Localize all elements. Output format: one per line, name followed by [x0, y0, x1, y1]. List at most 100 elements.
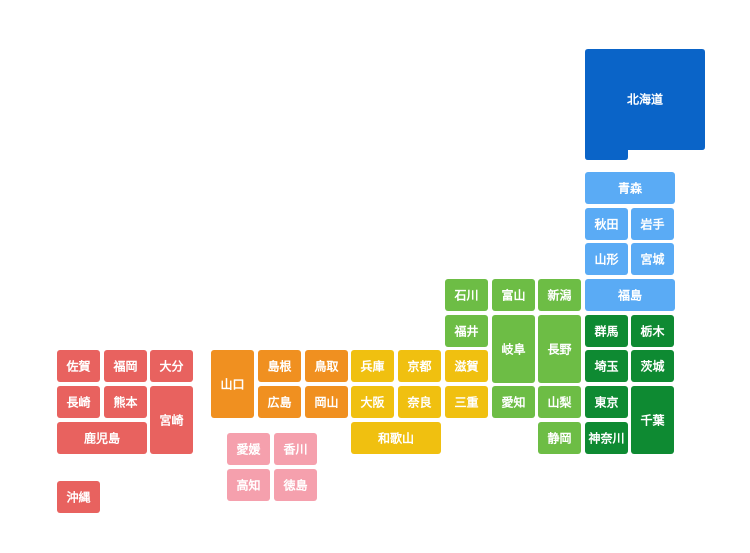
prefecture-tile[interactable]: 沖縄	[57, 481, 100, 513]
prefecture-tile[interactable]: 福島	[585, 279, 675, 311]
prefecture-tile[interactable]: 青森	[585, 172, 675, 204]
tile-label: 東京	[594, 395, 618, 410]
tile-shape	[398, 386, 441, 418]
tile-label: 福岡	[112, 359, 137, 374]
prefecture-tile[interactable]: 長野	[538, 315, 581, 383]
prefecture-tile[interactable]: 兵庫	[351, 350, 394, 382]
prefecture-tile[interactable]: 岩手	[631, 208, 674, 240]
tile-shape	[538, 422, 581, 454]
tile-shape	[445, 386, 488, 418]
prefecture-tile[interactable]: 秋田	[585, 208, 628, 240]
prefecture-tile[interactable]: 富山	[492, 279, 535, 311]
tile-label: 広島	[267, 395, 291, 410]
prefecture-tile[interactable]: 三重	[445, 386, 488, 418]
tile-label: 愛媛	[236, 442, 261, 457]
tile-label: 千葉	[640, 413, 665, 428]
tile-label: 長崎	[66, 395, 90, 410]
prefecture-tile[interactable]: 広島	[258, 386, 301, 418]
prefecture-tile[interactable]: 石川	[445, 279, 488, 311]
tile-shape	[351, 422, 441, 454]
prefecture-tile[interactable]: 愛知	[492, 386, 535, 418]
tile-shape	[211, 350, 254, 418]
tile-shape	[538, 279, 581, 311]
prefecture-tile[interactable]: 山口	[211, 350, 254, 418]
tile-shape	[585, 422, 628, 454]
tile-label: 兵庫	[360, 359, 384, 374]
tile-shape	[585, 350, 628, 382]
prefecture-tile[interactable]: 鳥取	[305, 350, 348, 382]
prefecture-tile[interactable]: 大阪	[351, 386, 394, 418]
tile-shape	[57, 350, 100, 382]
prefecture-tile[interactable]: 島根	[258, 350, 301, 382]
tile-shape	[585, 172, 675, 204]
prefecture-tile[interactable]: 愛媛	[227, 433, 270, 465]
tile-shape	[631, 243, 674, 275]
tile-label: 長野	[547, 342, 571, 357]
prefecture-tile[interactable]: 群馬	[585, 315, 628, 347]
prefecture-tile[interactable]: 茨城	[631, 350, 674, 382]
tile-shape	[631, 208, 674, 240]
tile-label: 神奈川	[588, 431, 624, 446]
tile-label: 岡山	[314, 395, 338, 410]
prefecture-tile[interactable]: 福井	[445, 315, 488, 347]
prefecture-tile[interactable]: 宮城	[631, 243, 674, 275]
tile-label: 福井	[453, 324, 478, 339]
tile-shape	[585, 49, 705, 160]
tile-label: 三重	[454, 395, 478, 410]
prefecture-tile[interactable]: 熊本	[104, 386, 147, 418]
prefecture-tile[interactable]: 北海道	[585, 49, 705, 160]
prefecture-tile[interactable]: 神奈川	[585, 422, 628, 454]
tile-label: 山梨	[547, 395, 571, 410]
prefecture-tile[interactable]: 岡山	[305, 386, 348, 418]
prefecture-tile[interactable]: 東京	[585, 386, 628, 418]
tile-shape	[57, 422, 147, 454]
tile-label: 京都	[407, 359, 431, 374]
tile-label: 北海道	[627, 92, 663, 107]
tile-shape	[57, 386, 100, 418]
tile-label: 静岡	[547, 431, 571, 446]
prefecture-tile[interactable]: 徳島	[274, 469, 317, 501]
tile-label: 徳島	[282, 478, 307, 493]
prefecture-tile[interactable]: 鹿児島	[57, 422, 147, 454]
tile-shape	[227, 433, 270, 465]
tile-shape	[274, 469, 317, 501]
prefecture-tile[interactable]: 和歌山	[351, 422, 441, 454]
prefecture-tile[interactable]: 千葉	[631, 386, 674, 454]
prefecture-tile[interactable]: 静岡	[538, 422, 581, 454]
tile-shape	[492, 386, 535, 418]
tile-shape	[445, 279, 488, 311]
tile-shape	[538, 315, 581, 383]
prefecture-tile[interactable]: 福岡	[104, 350, 147, 382]
prefecture-tile[interactable]: 佐賀	[57, 350, 100, 382]
prefecture-tile[interactable]: 長崎	[57, 386, 100, 418]
prefecture-tile[interactable]: 新潟	[538, 279, 581, 311]
prefecture-tile[interactable]: 大分	[150, 350, 193, 382]
tile-shape	[492, 315, 535, 383]
prefecture-tile[interactable]: 山形	[585, 243, 628, 275]
tile-label: 和歌山	[377, 431, 414, 446]
prefecture-tile[interactable]: 香川	[274, 433, 317, 465]
prefecture-tile[interactable]: 京都	[398, 350, 441, 382]
tile-label: 佐賀	[65, 359, 90, 374]
prefecture-tile[interactable]: 宮崎	[150, 386, 193, 454]
prefecture-tile[interactable]: 岐阜	[492, 315, 535, 383]
tile-label: 秋田	[594, 217, 618, 232]
prefecture-tile[interactable]: 山梨	[538, 386, 581, 418]
prefecture-tile[interactable]: 滋賀	[445, 350, 488, 382]
prefecture-tile[interactable]: 埼玉	[585, 350, 628, 382]
prefecture-tile[interactable]: 栃木	[631, 315, 674, 347]
tile-shape	[351, 350, 394, 382]
tile-shape	[305, 350, 348, 382]
tile-label: 奈良	[406, 395, 431, 410]
prefecture-tile[interactable]: 奈良	[398, 386, 441, 418]
prefecture-tile[interactable]: 高知	[227, 469, 270, 501]
tile-label: 埼玉	[594, 359, 618, 374]
tile-label: 岩手	[639, 217, 664, 232]
tile-shape	[538, 386, 581, 418]
tile-label: 青森	[618, 181, 643, 196]
tile-shape	[398, 350, 441, 382]
